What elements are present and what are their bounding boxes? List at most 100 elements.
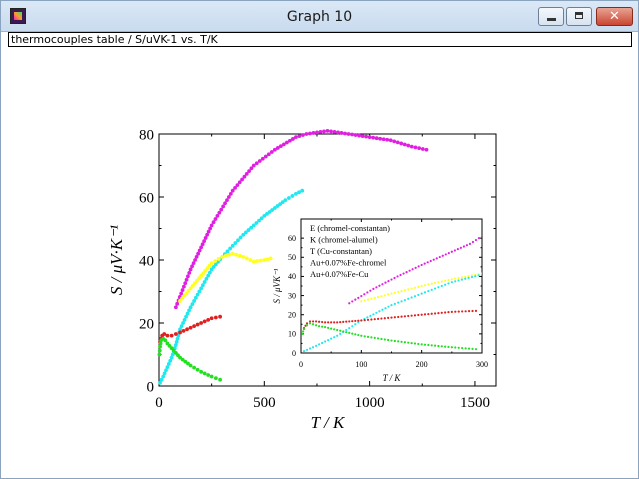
data-point	[417, 265, 420, 268]
graph-subtitle: thermocouples table / S/uVK-1 vs. T/K	[11, 33, 218, 46]
minimize-button[interactable]	[538, 7, 564, 26]
data-point	[375, 311, 378, 314]
data-point	[447, 251, 450, 255]
data-point	[233, 241, 238, 245]
data-point	[322, 129, 326, 134]
data-point	[383, 317, 386, 320]
data-point	[433, 287, 437, 290]
legend-entry: Au+0.07%Fe-chromel	[310, 258, 387, 268]
data-point	[369, 314, 372, 317]
data-point	[345, 328, 348, 332]
data-point	[330, 321, 333, 324]
data-point	[408, 269, 411, 272]
data-point	[474, 309, 478, 312]
data-point	[423, 291, 427, 294]
data-point	[284, 140, 289, 145]
x-tick-label: 300	[476, 360, 488, 369]
data-point	[187, 270, 192, 275]
data-point	[454, 310, 457, 313]
data-point	[190, 302, 195, 306]
data-point	[251, 223, 256, 228]
data-point	[302, 349, 306, 353]
data-point	[258, 258, 263, 263]
data-point	[387, 293, 390, 296]
graph-subtitle-box[interactable]: thermocouples table / S/uVK-1 vs. T/K	[8, 32, 632, 47]
data-point	[384, 307, 387, 310]
data-point	[336, 334, 339, 337]
data-point	[450, 281, 453, 284]
data-point	[447, 282, 450, 285]
x-axis-label: T / K	[311, 413, 346, 432]
data-point	[318, 343, 321, 346]
data-point	[180, 288, 185, 292]
data-point	[351, 325, 354, 328]
data-point	[402, 272, 405, 275]
data-point	[324, 326, 327, 329]
data-point	[215, 214, 220, 218]
y-tick-label: 60	[288, 234, 296, 243]
data-point	[161, 374, 166, 379]
data-point	[441, 254, 444, 257]
data-point	[354, 298, 357, 301]
data-point	[175, 336, 180, 341]
data-point	[373, 318, 376, 321]
data-point	[407, 314, 410, 318]
data-point	[360, 334, 363, 337]
data-point	[209, 223, 214, 228]
data-point	[400, 315, 403, 318]
data-point	[357, 321, 360, 324]
data-point	[413, 314, 417, 317]
data-point	[305, 348, 309, 351]
data-point	[165, 333, 170, 338]
data-point	[275, 204, 280, 208]
data-point	[343, 131, 347, 136]
data-point	[321, 320, 324, 324]
data-point	[409, 144, 414, 149]
title-bar[interactable]: Graph 10 ✕	[1, 1, 638, 32]
origin-graph-icon[interactable]	[10, 8, 26, 24]
data-point	[400, 290, 403, 293]
data-point	[447, 278, 450, 282]
data-point	[227, 252, 232, 257]
data-point	[249, 225, 254, 230]
data-point	[380, 317, 383, 320]
close-button[interactable]: ✕	[596, 7, 633, 26]
data-point	[206, 317, 211, 322]
data-point	[390, 316, 393, 319]
legend-entry: T (Cu-constantan)	[310, 246, 372, 256]
data-point	[240, 177, 244, 182]
y-tick-label: 10	[288, 330, 296, 339]
y-tick-label: 60	[139, 190, 154, 206]
x-axis-label: T / K	[383, 373, 402, 383]
data-point	[427, 283, 430, 286]
data-point	[447, 345, 450, 349]
data-point	[387, 316, 390, 320]
data-point	[314, 320, 318, 323]
data-point	[360, 319, 363, 322]
data-point	[444, 283, 447, 286]
data-point	[265, 212, 269, 216]
data-point	[354, 323, 357, 326]
data-point	[267, 210, 272, 214]
data-point	[251, 259, 256, 264]
data-point	[364, 134, 369, 139]
data-point	[373, 336, 376, 339]
maximize-button[interactable]	[566, 7, 592, 26]
data-point	[188, 305, 193, 310]
data-point	[457, 276, 460, 280]
data-point	[251, 163, 256, 168]
data-point	[297, 190, 301, 195]
data-point	[336, 328, 339, 332]
x-tick-label: 1000	[355, 395, 385, 411]
data-point	[470, 274, 474, 277]
data-point	[228, 246, 232, 251]
data-point	[393, 302, 396, 305]
data-point	[158, 380, 162, 385]
data-point	[437, 286, 440, 289]
data-point	[423, 262, 426, 265]
data-point	[211, 220, 216, 225]
data-point	[202, 319, 207, 324]
